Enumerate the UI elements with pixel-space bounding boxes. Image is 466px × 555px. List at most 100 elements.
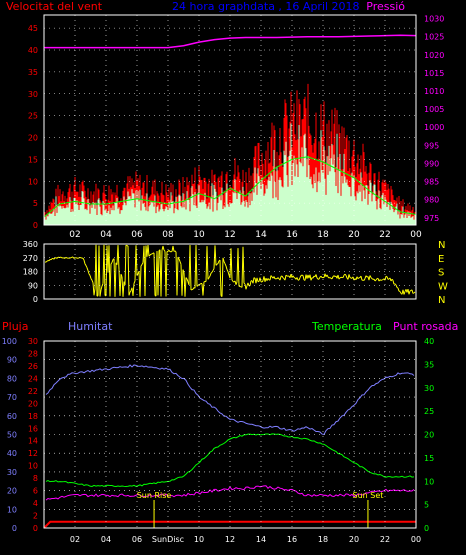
wind-direction-segment <box>273 276 276 280</box>
wind-direction-segment <box>227 271 230 276</box>
wind-direction-segment <box>149 253 152 256</box>
wind-direction-segment <box>342 274 345 278</box>
wind-direction-segment <box>249 280 252 286</box>
wind-direction-segment <box>360 275 363 281</box>
wind-direction-segment <box>225 265 228 270</box>
wind-direction-segment <box>117 245 120 270</box>
wind-direction-segment <box>100 286 103 291</box>
wind-direction-segment <box>237 248 240 287</box>
wind-direction-segment <box>279 276 282 281</box>
wind-direction-segment <box>50 258 53 261</box>
wind-direction-segment <box>172 245 175 252</box>
wind-direction-segment <box>397 287 400 292</box>
wind-direction-segment <box>338 277 341 280</box>
y-right-tick-label: 990 <box>424 159 439 168</box>
wind-direction-segment <box>195 245 198 287</box>
wind-direction-segment <box>207 277 210 280</box>
rain-label: Pluja <box>2 320 28 333</box>
wind-direction-segment <box>128 292 131 296</box>
y-right-tick-label: 1000 <box>424 123 444 132</box>
temperature-tick-label: 10 <box>424 477 434 486</box>
wind-direction-segment <box>135 245 138 276</box>
y-right-tick-label: 1005 <box>424 105 444 114</box>
rain-tick-label: 18 <box>28 412 38 421</box>
wind-direction-segment <box>371 278 374 280</box>
wind-direction-segment <box>176 256 179 296</box>
wind-direction-segment <box>210 271 213 274</box>
sunrise-label: Sun Rise <box>137 491 172 500</box>
x-tick-label: 04 <box>101 535 111 544</box>
wind-direction-segment <box>299 275 302 278</box>
wind-direction-segment <box>259 277 262 282</box>
rain-tick-label: 20 <box>28 399 38 408</box>
wind-direction-segment <box>110 262 113 265</box>
wind-direction-segment <box>412 292 415 294</box>
rain-tick-label: 14 <box>28 437 38 446</box>
x-tick-label: 06 <box>131 230 143 240</box>
humidity-label: Humitat <box>68 320 113 333</box>
wind-direction-segment <box>219 260 222 296</box>
temperature-tick-label: 35 <box>424 360 434 369</box>
wind-direction-segment <box>282 277 285 280</box>
humidity-tick-label: 30 <box>7 468 17 477</box>
temperature-tick-label: 30 <box>424 384 434 393</box>
wind-direction-segment <box>206 246 209 280</box>
humidity-tick-label: 40 <box>7 449 17 458</box>
wind-direction-segment <box>55 257 58 259</box>
y-left-tick-label: 15 <box>28 155 38 164</box>
wind-direction-segment <box>157 250 160 296</box>
wind-direction-segment <box>242 246 245 284</box>
wind-direction-segment <box>285 274 288 277</box>
sunset-label: Sun Set <box>352 491 383 500</box>
temperature-tick-label: 20 <box>424 431 434 440</box>
wind-direction-segment <box>182 269 185 273</box>
wind-direction-segment <box>139 265 142 297</box>
wind-direction-segment <box>369 275 372 278</box>
wind-direction-segment <box>243 282 246 285</box>
rain-tick-label: 0 <box>33 524 38 533</box>
y-left-tick-label: 45 <box>28 24 38 33</box>
wind-direction-segment <box>217 260 220 264</box>
wind-direction-segment <box>413 291 416 294</box>
wind-direction-segment <box>408 290 411 295</box>
y-left-tick-label: 10 <box>28 177 38 186</box>
wind-direction-segment <box>331 276 334 280</box>
x-tick-label: 02 <box>70 535 80 544</box>
x-tick-label: 22 <box>379 230 390 240</box>
y-left-tick-label: 25 <box>28 112 38 121</box>
wind-direction-segment <box>181 269 184 296</box>
wind-direction-segment <box>98 245 101 297</box>
x-tick-label: 16 <box>287 535 297 544</box>
wind-direction-segment <box>363 278 366 281</box>
wind-direction-segment <box>174 250 177 253</box>
compass-label: N <box>438 295 445 306</box>
wind-direction-segment <box>65 256 68 259</box>
wind-direction-segment <box>370 277 373 280</box>
wind-direction-segment <box>93 288 96 296</box>
temperature-label: Temperatura <box>311 320 382 333</box>
x-tick-label: 10 <box>194 535 204 544</box>
wind-direction-segment <box>56 256 59 259</box>
humidity-tick-label: 10 <box>7 505 17 514</box>
x-tick-label: 16 <box>286 230 298 240</box>
compass-label: W <box>438 281 448 292</box>
wind-direction-segment <box>292 275 295 278</box>
y-left-tick-label: 35 <box>28 68 38 77</box>
wind-direction-segment <box>349 277 352 279</box>
wind-direction-segment <box>114 262 117 297</box>
wind-direction-segment <box>132 283 135 296</box>
wind-direction-segment <box>160 250 163 297</box>
rain-tick-label: 16 <box>28 424 38 433</box>
wind-direction-segment <box>281 275 284 278</box>
wind-direction-segment <box>109 263 112 297</box>
rain-tick-label: 8 <box>33 474 38 483</box>
wind-direction-segment <box>252 277 255 284</box>
plot-frame <box>43 340 417 529</box>
wind-direction-segment <box>247 282 250 287</box>
x-tick-label: 00 <box>410 230 422 240</box>
wind-direction-segment <box>298 277 301 281</box>
wind-direction-segment <box>320 275 323 278</box>
wind-direction-segment <box>144 245 147 296</box>
x-tick-label: 04 <box>100 230 112 240</box>
y-left-tick-label: 0 <box>33 295 38 304</box>
